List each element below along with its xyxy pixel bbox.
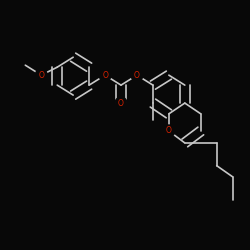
Text: O: O [166,126,172,136]
Circle shape [99,69,111,81]
Circle shape [131,69,143,81]
Text: O: O [118,98,124,108]
Text: O: O [38,71,44,80]
Circle shape [35,69,47,81]
Circle shape [115,97,127,109]
Text: O: O [102,71,108,80]
Circle shape [163,125,175,137]
Text: O: O [134,71,140,80]
